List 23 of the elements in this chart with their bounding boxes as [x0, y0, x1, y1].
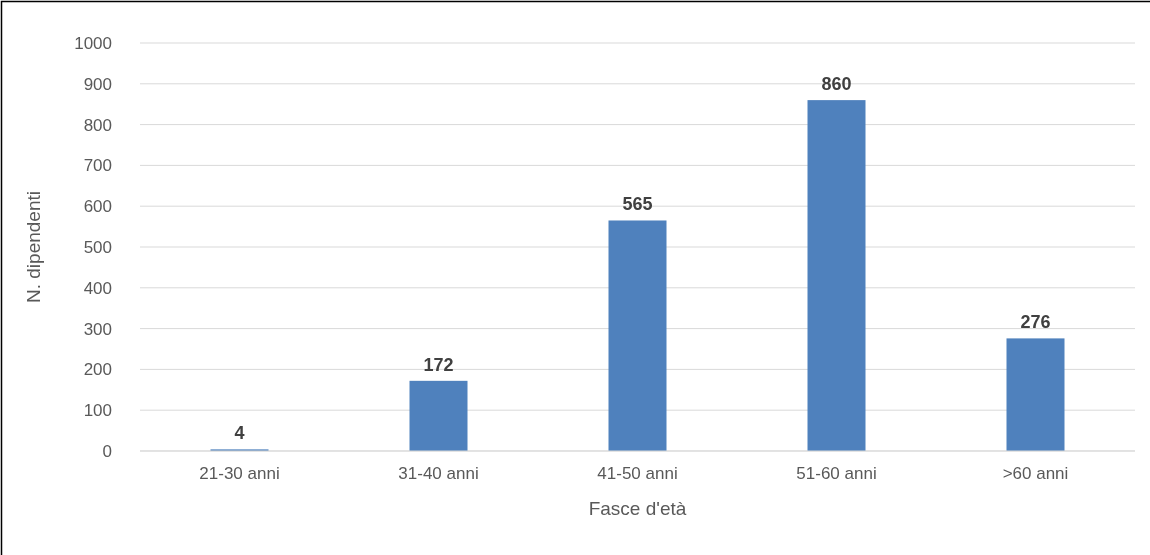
y-tick-label: 600 — [83, 197, 112, 217]
y-tick-label: 800 — [83, 115, 112, 135]
data-label: 276 — [1020, 312, 1051, 333]
data-label: 565 — [622, 194, 653, 215]
x-tick-label: >60 anni — [1002, 464, 1069, 483]
x-tick-label: 51-60 anni — [796, 464, 877, 483]
data-label: 4 — [234, 423, 245, 444]
data-label: 860 — [821, 74, 852, 95]
x-tick-label: 41-50 anni — [597, 464, 678, 483]
x-tick-label: 31-40 anni — [398, 464, 479, 483]
data-label: 172 — [423, 354, 454, 375]
y-tick-label: 300 — [83, 319, 112, 339]
x-tick-label: 21-30 anni — [199, 464, 280, 483]
y-tick-label: 900 — [83, 74, 112, 94]
y-tick-label: 400 — [83, 278, 112, 298]
y-tick-label: 200 — [83, 360, 112, 380]
y-tick-label: 1000 — [74, 33, 112, 53]
x-axis-title: Fasce d'età — [588, 498, 687, 519]
y-axis-title: N. dipendenti — [23, 191, 44, 303]
y-tick-label: 700 — [83, 156, 112, 176]
y-tick-label: 0 — [102, 441, 112, 461]
y-tick-label: 500 — [83, 237, 112, 257]
y-tick-label: 100 — [83, 401, 112, 421]
